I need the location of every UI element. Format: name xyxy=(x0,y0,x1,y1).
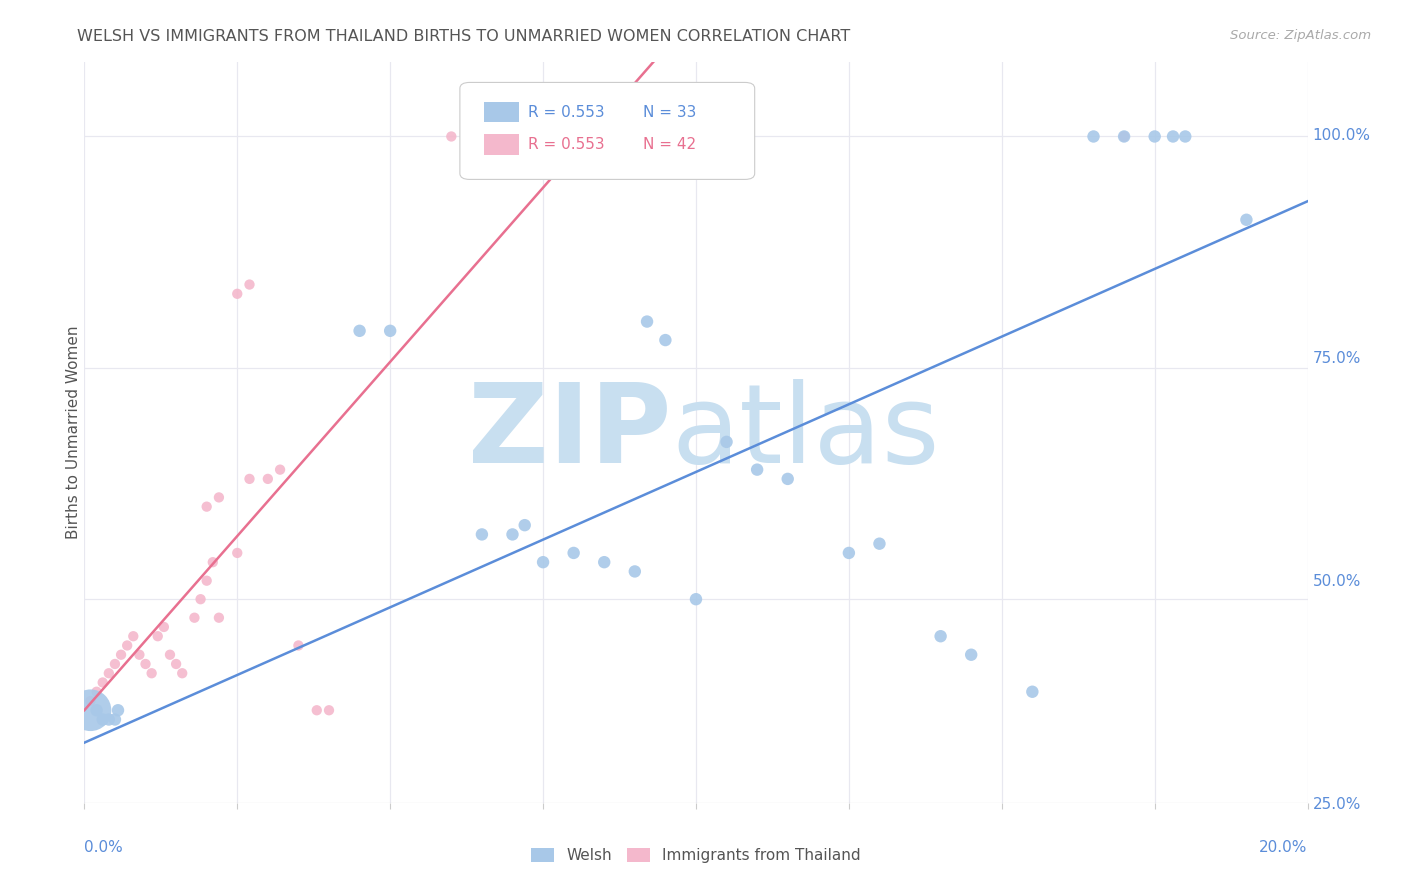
Point xyxy=(269,462,291,476)
Point xyxy=(502,527,524,541)
Text: atlas: atlas xyxy=(672,379,941,486)
Point xyxy=(440,129,463,144)
Point xyxy=(91,675,114,690)
Point xyxy=(562,546,585,560)
Point xyxy=(238,277,260,292)
Point xyxy=(79,703,101,717)
Point xyxy=(107,703,129,717)
Point xyxy=(287,639,309,653)
Point xyxy=(110,648,132,662)
Point xyxy=(929,629,952,643)
Point xyxy=(380,324,402,338)
Point xyxy=(716,434,738,449)
Point xyxy=(86,703,108,717)
Point xyxy=(1143,129,1166,144)
Y-axis label: Births to Unmarried Women: Births to Unmarried Women xyxy=(66,326,80,540)
Point xyxy=(869,536,891,550)
Text: ZIP: ZIP xyxy=(468,379,672,486)
Point xyxy=(776,472,799,486)
Point xyxy=(1174,129,1197,144)
Point xyxy=(122,629,145,643)
Point xyxy=(183,611,205,625)
Point xyxy=(1114,129,1136,144)
Text: R = 0.553: R = 0.553 xyxy=(529,104,605,120)
Point xyxy=(146,629,169,643)
Point xyxy=(91,713,114,727)
Point xyxy=(104,713,127,727)
Text: N = 42: N = 42 xyxy=(644,137,696,153)
Point xyxy=(747,462,769,476)
Text: 20.0%: 20.0% xyxy=(1260,840,1308,855)
Point xyxy=(159,648,181,662)
Point xyxy=(1052,861,1074,875)
Point xyxy=(115,639,138,653)
Point xyxy=(172,666,194,681)
Point xyxy=(97,713,120,727)
Legend: Welsh, Immigrants from Thailand: Welsh, Immigrants from Thailand xyxy=(524,842,868,869)
Point xyxy=(593,555,616,569)
Point xyxy=(471,527,494,541)
Point xyxy=(685,592,707,607)
Point xyxy=(1083,129,1105,144)
Point xyxy=(257,472,280,486)
Point xyxy=(226,546,249,560)
Point xyxy=(153,620,176,634)
Point xyxy=(349,324,371,338)
Point xyxy=(318,703,340,717)
Point xyxy=(104,657,127,671)
Point xyxy=(128,648,150,662)
Point xyxy=(1021,685,1043,699)
Point xyxy=(636,315,658,329)
Point xyxy=(97,666,120,681)
Text: R = 0.553: R = 0.553 xyxy=(529,137,605,153)
Point xyxy=(238,472,260,486)
Point xyxy=(141,666,163,681)
Point xyxy=(1161,129,1184,144)
Point xyxy=(208,491,231,505)
Point xyxy=(624,565,647,579)
Point xyxy=(513,518,536,533)
Point xyxy=(1114,129,1136,144)
Point xyxy=(1236,212,1258,227)
Point xyxy=(838,546,860,560)
FancyBboxPatch shape xyxy=(484,102,519,122)
Point xyxy=(208,611,231,625)
Text: Source: ZipAtlas.com: Source: ZipAtlas.com xyxy=(1230,29,1371,42)
Point xyxy=(79,694,101,708)
Text: N = 33: N = 33 xyxy=(644,104,697,120)
FancyBboxPatch shape xyxy=(484,135,519,155)
Point xyxy=(654,333,676,347)
FancyBboxPatch shape xyxy=(460,82,755,179)
Point xyxy=(201,555,224,569)
Text: 0.0%: 0.0% xyxy=(84,840,124,855)
Point xyxy=(165,657,187,671)
Point xyxy=(1114,129,1136,144)
Point xyxy=(471,129,494,144)
Point xyxy=(190,592,212,607)
Point xyxy=(305,703,328,717)
Point xyxy=(135,657,157,671)
Point xyxy=(531,555,554,569)
Point xyxy=(195,500,218,514)
Point xyxy=(86,685,108,699)
Point xyxy=(195,574,218,588)
Point xyxy=(960,648,983,662)
Text: WELSH VS IMMIGRANTS FROM THAILAND BIRTHS TO UNMARRIED WOMEN CORRELATION CHART: WELSH VS IMMIGRANTS FROM THAILAND BIRTHS… xyxy=(77,29,851,44)
Point xyxy=(226,286,249,301)
